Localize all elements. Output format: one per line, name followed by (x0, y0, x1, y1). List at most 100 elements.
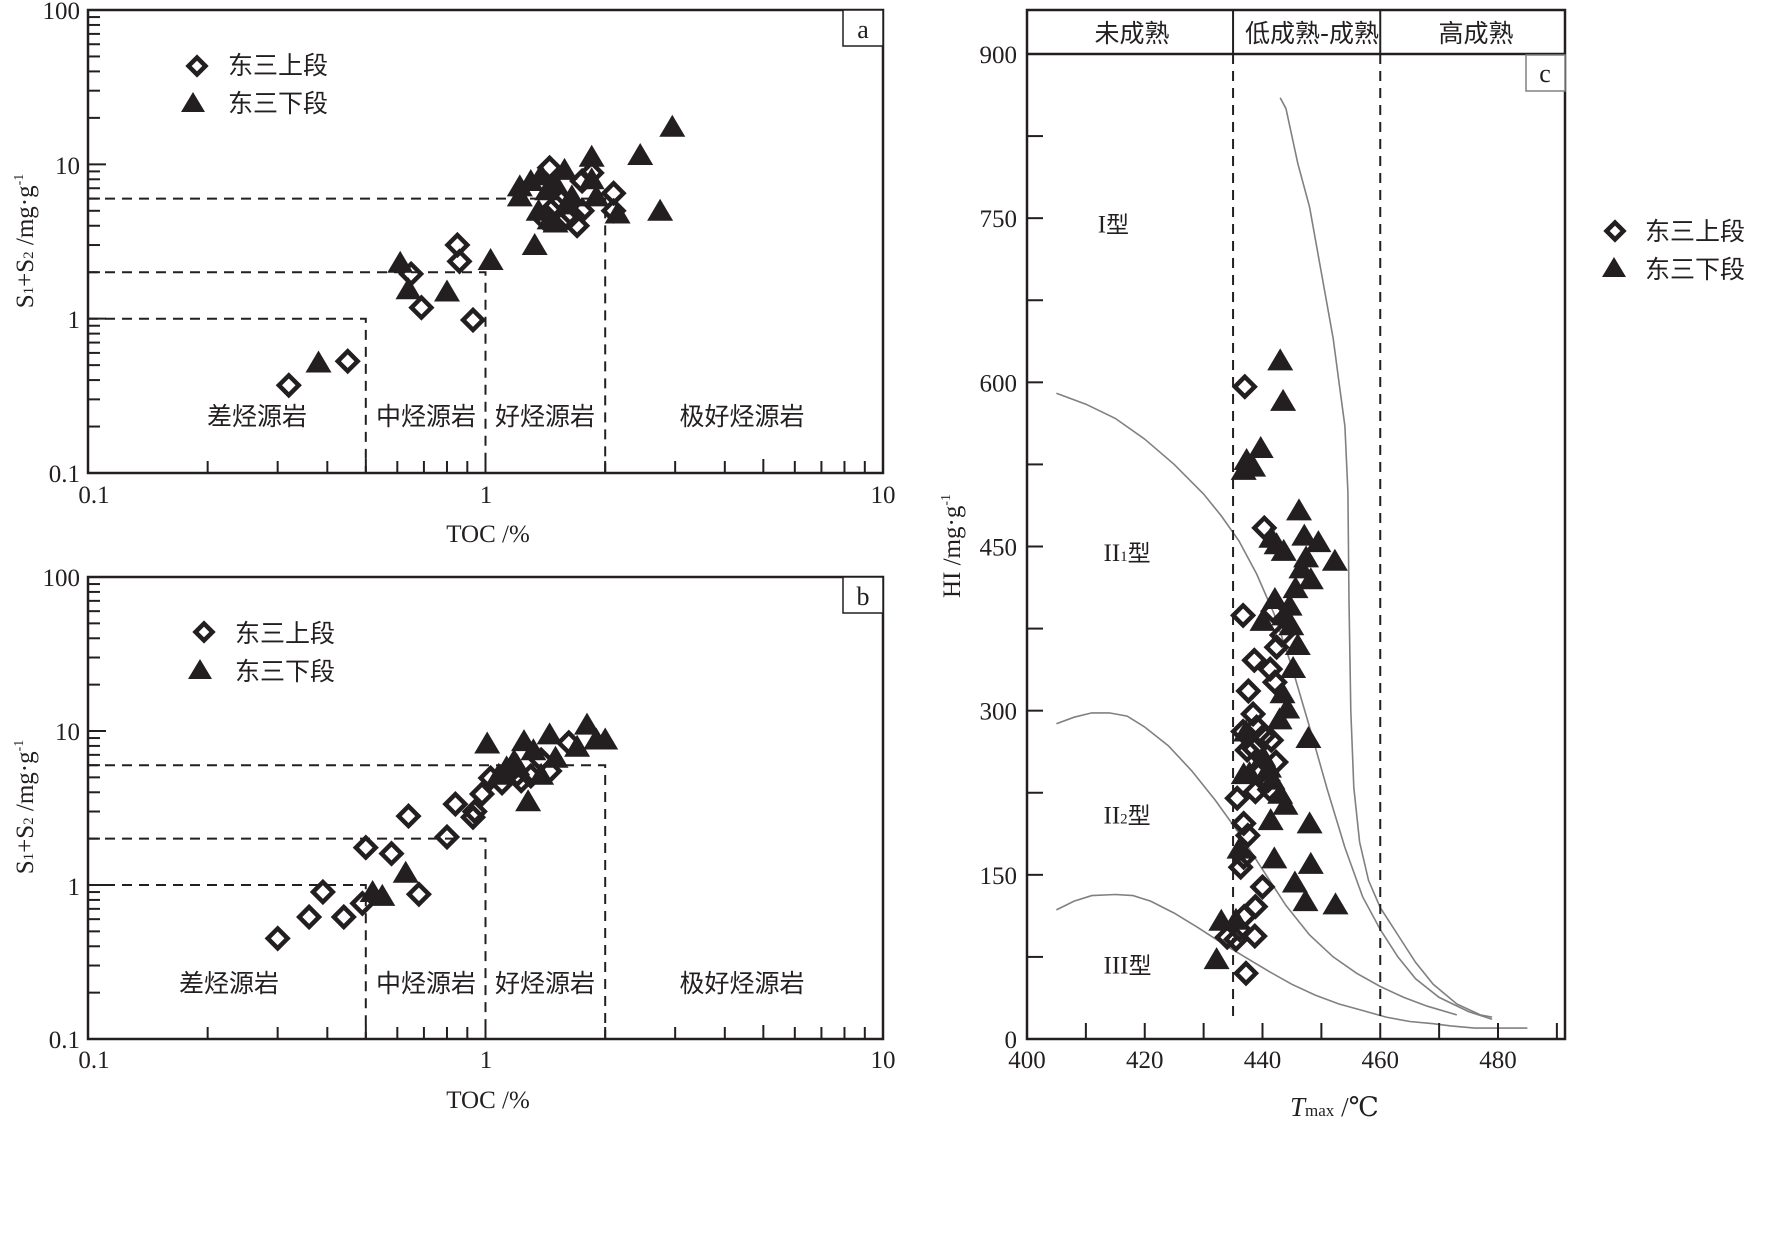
data-point-upper (378, 840, 405, 867)
zone-label-immature: 未成熟 (1094, 19, 1169, 48)
data-point-lower (647, 198, 674, 221)
y-tick-label: 100 (43, 0, 81, 25)
data-point-upper (1232, 960, 1260, 987)
data-point-lower (515, 789, 542, 812)
data-point-lower (627, 143, 654, 165)
data-point-lower (1297, 567, 1324, 590)
data-point-lower (1257, 808, 1284, 831)
panel-b-label: b (857, 582, 870, 611)
legend-marker-upper (192, 620, 216, 644)
data-point-upper (309, 878, 336, 906)
data-point-upper (296, 903, 323, 931)
data-point-lower (558, 184, 585, 207)
panel-c-legend: 东三上段 东三下段 (1602, 217, 1745, 284)
data-point-lower (536, 722, 563, 745)
data-point-lower (1292, 889, 1319, 912)
data-point-lower (1266, 707, 1293, 730)
data-point-lower (542, 210, 569, 233)
kerogen-type-label: II1型 (1104, 540, 1151, 567)
data-point-lower (528, 762, 555, 785)
data-point-upper (459, 306, 487, 334)
panel-a-y-axis-title: S1+S2 /mg·g-1 (12, 174, 39, 309)
data-point-lower (1249, 608, 1276, 631)
y-tick-label: 600 (980, 370, 1018, 397)
data-point-lower (1261, 846, 1288, 869)
x-tick-label: 400 (1008, 1047, 1046, 1074)
panel-a-x-axis-title: TOC /% (446, 521, 530, 548)
y-tick-label: 100 (43, 565, 81, 592)
data-point-lower (564, 734, 591, 757)
data-point-lower (1226, 836, 1253, 859)
data-point-upper (444, 231, 471, 259)
panel-c-maturity-header: 未成熟 低成熟-成熟 高成熟 (1094, 19, 1513, 48)
x-tick-label: 440 (1244, 1047, 1282, 1074)
data-point-lower (1267, 348, 1294, 371)
data-point-lower (1261, 587, 1288, 609)
panel-b-x-axis-title: TOC /% (446, 1087, 530, 1114)
panel-c-kerogen-type-labels: I型 II1型 II2型 III型 (1098, 212, 1152, 980)
data-point-lower (506, 184, 533, 207)
legend-label-upper: 东三上段 (1645, 217, 1745, 246)
data-point-lower (1278, 613, 1305, 636)
panel-b-ticks (88, 576, 866, 1040)
data-point-upper (264, 925, 291, 952)
y-tick-label: 1 (68, 874, 81, 901)
data-point-lower (1291, 523, 1318, 546)
x-tick-label: 10 (871, 482, 896, 509)
panel-b-tick-labels: 0.1 1 10 100 0.1 1 10 (43, 565, 896, 1074)
data-point-lower (1284, 633, 1311, 655)
panel-c-y-axis-title: HI /mg·g-1 (939, 494, 966, 598)
data-point-upper (600, 180, 627, 207)
data-point-lower (305, 350, 332, 373)
threshold-line (88, 884, 367, 1039)
legend-label-upper: 东三上段 (228, 51, 328, 80)
data-point-upper (433, 823, 461, 851)
x-tick-label: 0.1 (78, 1047, 109, 1074)
data-point-lower (574, 712, 600, 735)
region-label-excellent: 极好烃源岩 (679, 402, 804, 431)
kerogen-boundary-curve (1056, 392, 1493, 1021)
panel-b-legend: 东三上段 东三下段 (188, 619, 335, 686)
data-point-upper (1224, 785, 1251, 812)
data-point-lower (1240, 454, 1267, 477)
x-tick-label: 460 (1362, 1047, 1400, 1074)
zone-label-low-mature: 低成熟-成熟 (1245, 19, 1379, 48)
data-point-lower (1297, 851, 1324, 874)
threshold-line (88, 764, 607, 1039)
data-point-lower (1270, 538, 1297, 561)
data-point-lower (1296, 811, 1323, 834)
data-point-upper (442, 791, 469, 818)
data-point-upper (352, 834, 379, 861)
data-point-upper (330, 903, 357, 931)
legend-marker-upper (1603, 219, 1627, 243)
panel-a-points (275, 114, 686, 399)
y-tick-label: 1 (68, 307, 81, 334)
data-point-lower (520, 738, 547, 761)
legend-label-upper: 东三上段 (235, 619, 335, 648)
panel-c-ticks (1027, 53, 1558, 1039)
data-point-upper (1234, 822, 1261, 849)
threshold-line (88, 317, 367, 473)
zone-label-high-mature: 高成熟 (1438, 19, 1513, 48)
kerogen-type-label: I型 (1098, 212, 1129, 239)
data-point-lower (1295, 726, 1322, 748)
data-point-upper (1222, 926, 1250, 953)
region-label-fair: 中烃源岩 (376, 402, 476, 431)
kerogen-boundary-curve (1279, 97, 1493, 1018)
data-point-lower (578, 144, 605, 167)
y-tick-label: 0 (1005, 1027, 1018, 1054)
data-point-lower (578, 167, 605, 190)
y-tick-label: 300 (980, 699, 1018, 726)
legend-label-lower: 东三下段 (1645, 255, 1745, 284)
y-tick-label: 0.1 (49, 1027, 80, 1054)
data-point-lower (1321, 548, 1348, 571)
data-point-lower (1247, 436, 1274, 458)
panel-a-region-labels: 差烃源岩 中烃源岩 好烃源岩 极好烃源岩 (207, 402, 805, 431)
data-point-upper (405, 881, 432, 908)
data-point-upper (1230, 602, 1257, 629)
data-point-lower (517, 169, 544, 191)
x-tick-label: 1 (480, 1047, 493, 1074)
panel-a-threshold-lines (88, 197, 607, 473)
region-label-poor: 差烃源岩 (179, 969, 279, 998)
